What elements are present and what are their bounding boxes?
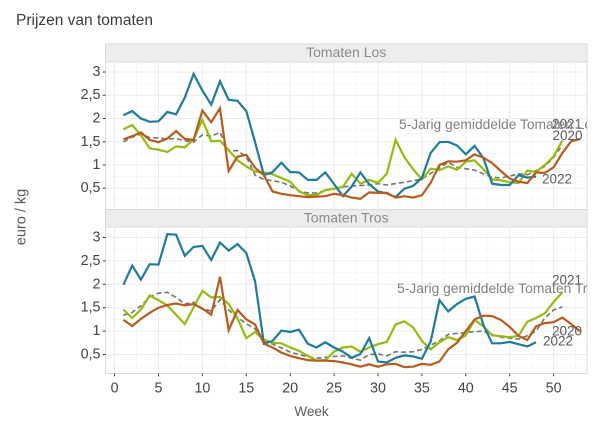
svg-text:2: 2 — [93, 276, 101, 292]
svg-text:3: 3 — [93, 230, 101, 246]
svg-text:5-Jarig gemiddelde Tomaten Tro: 5-Jarig gemiddelde Tomaten Tros — [397, 281, 600, 296]
svg-text:Week: Week — [294, 404, 329, 419]
svg-text:Tomaten Los: Tomaten Los — [306, 44, 386, 60]
svg-text:50: 50 — [546, 380, 562, 396]
svg-text:20: 20 — [282, 380, 298, 396]
svg-text:2020: 2020 — [553, 128, 583, 143]
svg-text:2022: 2022 — [542, 172, 572, 187]
svg-text:euro / kg: euro / kg — [14, 189, 30, 245]
svg-text:2022: 2022 — [543, 334, 573, 349]
svg-text:5: 5 — [155, 380, 163, 396]
svg-text:0,5: 0,5 — [81, 180, 101, 196]
svg-text:35: 35 — [414, 380, 430, 396]
svg-text:25: 25 — [326, 380, 342, 396]
svg-text:30: 30 — [370, 380, 386, 396]
svg-text:3: 3 — [93, 64, 101, 80]
svg-text:2021: 2021 — [552, 273, 582, 288]
svg-text:2,5: 2,5 — [81, 253, 101, 269]
svg-text:1,5: 1,5 — [81, 134, 101, 150]
svg-text:0: 0 — [111, 380, 119, 396]
svg-text:2,5: 2,5 — [81, 87, 101, 103]
svg-text:1,5: 1,5 — [81, 300, 101, 316]
svg-text:5-Jarig gemiddelde Tomaten Los: 5-Jarig gemiddelde Tomaten Los — [399, 117, 599, 132]
svg-text:15: 15 — [238, 380, 254, 396]
svg-text:Tomaten Tros: Tomaten Tros — [304, 210, 389, 226]
svg-text:2: 2 — [93, 111, 101, 127]
svg-text:0,5: 0,5 — [81, 347, 101, 363]
svg-text:40: 40 — [458, 380, 474, 396]
svg-text:45: 45 — [502, 380, 518, 396]
svg-text:1: 1 — [93, 157, 101, 173]
svg-text:1: 1 — [93, 323, 101, 339]
svg-text:Prijzen van tomaten: Prijzen van tomaten — [16, 12, 153, 29]
svg-text:2021: 2021 — [552, 117, 582, 132]
svg-text:2020: 2020 — [552, 324, 582, 339]
svg-text:10: 10 — [194, 380, 210, 396]
